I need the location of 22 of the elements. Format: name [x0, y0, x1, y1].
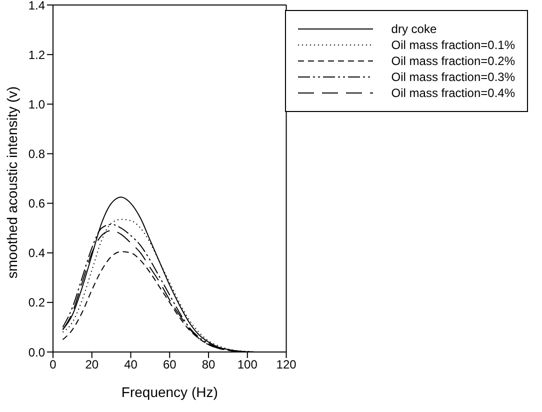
y-axis-title: smoothed acoustic intensity (v)	[4, 86, 20, 278]
x-tick-label: 40	[124, 358, 138, 372]
y-tick-label: 1.2	[28, 48, 46, 62]
text: Oil mass fraction=0.1%	[391, 38, 515, 52]
text: Oil mass fraction=0.3%	[391, 70, 515, 84]
x-tick-label: 120	[276, 358, 297, 372]
y-tick-label: 0.0	[28, 345, 46, 360]
x-tick-label: 20	[85, 358, 99, 372]
y-tick-label: 1.4	[28, 0, 46, 12]
y-tick-label: 0.4	[28, 246, 46, 260]
y-tick-label: 0.2	[28, 296, 46, 310]
x-tick-label: 80	[202, 358, 216, 372]
text: dry coke	[391, 22, 437, 36]
x-tick-label: 0	[50, 358, 57, 372]
y-tick-label: 0.6	[28, 196, 46, 211]
y-tick-label: 0.8	[28, 146, 46, 161]
text: Oil mass fraction=0.2%	[391, 54, 515, 68]
text: Oil mass fraction=0.4%	[391, 86, 515, 100]
x-axis-title: Frequency (Hz)	[121, 384, 218, 400]
y-tick-label: 1.0	[28, 97, 46, 112]
x-tick-label: 100	[237, 358, 258, 372]
x-tick-label: 60	[162, 358, 177, 372]
